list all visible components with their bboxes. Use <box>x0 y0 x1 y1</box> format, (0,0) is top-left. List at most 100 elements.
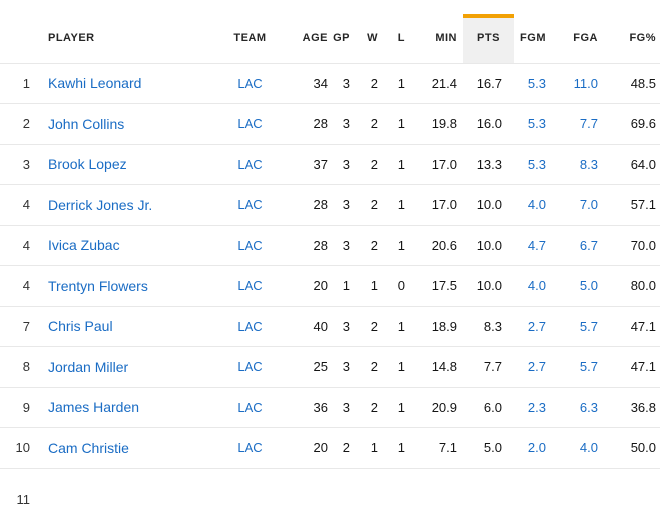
gp-cell: 3 <box>332 346 356 388</box>
table-row: 2 John Collins LAC 28 3 2 1 19.8 16.0 5.… <box>0 103 660 145</box>
rank-cell: 3 <box>0 144 40 185</box>
team-link[interactable] <box>226 468 274 509</box>
fgpct-cell: 47.1 <box>604 306 660 347</box>
fgpct-cell: 70.0 <box>604 225 660 266</box>
team-link[interactable]: LAC <box>226 225 274 266</box>
rank-cell: 4 <box>0 225 40 266</box>
fga-cell: 8.3 <box>552 144 604 185</box>
fga-cell: 5.7 <box>552 346 604 388</box>
gp-cell: 2 <box>332 427 356 469</box>
player-link[interactable]: Cam Christie <box>40 427 226 469</box>
age-cell: 28 <box>274 184 332 226</box>
table-body: 1 Kawhi Leonard LAC 34 3 2 1 21.4 16.7 5… <box>0 63 660 509</box>
table-row: 4 Derrick Jones Jr. LAC 28 3 2 1 17.0 10… <box>0 184 660 226</box>
player-link[interactable]: Kawhi Leonard <box>40 63 226 104</box>
l-cell: 1 <box>384 427 411 469</box>
rank-cell: 9 <box>0 387 40 428</box>
fgm-cell <box>514 468 552 509</box>
w-cell: 2 <box>356 184 384 226</box>
fga-cell: 5.0 <box>552 265 604 307</box>
l-cell: 1 <box>384 225 411 266</box>
pts-column-header-sorted[interactable]: PTS <box>463 14 514 64</box>
player-link[interactable]: Chris Paul <box>40 306 226 347</box>
fgm-column-header[interactable]: FGM <box>514 14 552 64</box>
team-link[interactable]: LAC <box>226 103 274 145</box>
min-cell <box>411 468 463 509</box>
team-link[interactable]: LAC <box>226 63 274 104</box>
age-cell: 20 <box>274 427 332 469</box>
fga-cell <box>552 468 604 509</box>
player-link[interactable]: John Collins <box>40 103 226 145</box>
w-cell: 2 <box>356 63 384 104</box>
team-link[interactable]: LAC <box>226 184 274 226</box>
fgpct-cell: 80.0 <box>604 265 660 307</box>
team-link[interactable]: LAC <box>226 387 274 428</box>
gp-column-header[interactable]: GP <box>332 14 356 64</box>
player-link[interactable]: Ivica Zubac <box>40 225 226 266</box>
age-cell: 28 <box>274 225 332 266</box>
table-row: 1 Kawhi Leonard LAC 34 3 2 1 21.4 16.7 5… <box>0 63 660 104</box>
table-row: 10 Cam Christie LAC 20 2 1 1 7.1 5.0 2.0… <box>0 427 660 469</box>
w-cell: 2 <box>356 346 384 388</box>
w-cell: 2 <box>356 225 384 266</box>
age-cell: 25 <box>274 346 332 388</box>
team-link[interactable]: LAC <box>226 144 274 185</box>
l-column-header[interactable]: L <box>384 14 411 64</box>
rank-cell: 2 <box>0 103 40 145</box>
fga-cell: 6.3 <box>552 387 604 428</box>
fgm-cell: 5.3 <box>514 103 552 145</box>
player-link[interactable]: Jordan Miller <box>40 346 226 388</box>
gp-cell: 3 <box>332 63 356 104</box>
table-row: 9 James Harden LAC 36 3 2 1 20.9 6.0 2.3… <box>0 387 660 428</box>
fgm-cell: 4.0 <box>514 265 552 307</box>
pts-cell: 5.0 <box>463 427 514 469</box>
player-stats-table: PLAYER TEAM AGE GP W L MIN PTS FGM FGA F… <box>0 14 660 509</box>
age-cell: 40 <box>274 306 332 347</box>
fgm-cell: 5.3 <box>514 144 552 185</box>
fga-cell: 7.7 <box>552 103 604 145</box>
age-cell: 36 <box>274 387 332 428</box>
pts-cell <box>463 468 514 509</box>
fgpct-column-header[interactable]: FG% <box>604 14 660 64</box>
l-cell: 1 <box>384 387 411 428</box>
player-column-header[interactable]: PLAYER <box>40 14 226 64</box>
w-column-header[interactable]: W <box>356 14 384 64</box>
w-cell: 2 <box>356 144 384 185</box>
player-link[interactable]: Trentyn Flowers <box>40 265 226 307</box>
l-cell: 1 <box>384 63 411 104</box>
pts-cell: 13.3 <box>463 144 514 185</box>
age-cell: 37 <box>274 144 332 185</box>
player-link[interactable]: James Harden <box>40 387 226 428</box>
table-row: 11 <box>0 468 660 509</box>
fgm-cell: 2.0 <box>514 427 552 469</box>
team-link[interactable]: LAC <box>226 427 274 469</box>
age-column-header[interactable]: AGE <box>274 14 332 64</box>
pts-cell: 8.3 <box>463 306 514 347</box>
rank-cell: 1 <box>0 63 40 104</box>
age-cell: 20 <box>274 265 332 307</box>
table-row: 7 Chris Paul LAC 40 3 2 1 18.9 8.3 2.7 5… <box>0 306 660 347</box>
team-column-header[interactable]: TEAM <box>226 14 274 64</box>
fgpct-cell: 48.5 <box>604 63 660 104</box>
gp-cell: 3 <box>332 387 356 428</box>
min-cell: 20.6 <box>411 225 463 266</box>
fgpct-cell: 47.1 <box>604 346 660 388</box>
table-row: 3 Brook Lopez LAC 37 3 2 1 17.0 13.3 5.3… <box>0 144 660 185</box>
fgm-cell: 2.7 <box>514 306 552 347</box>
player-link[interactable]: Brook Lopez <box>40 144 226 185</box>
pts-cell: 16.7 <box>463 63 514 104</box>
player-link[interactable] <box>40 468 226 509</box>
fgm-cell: 5.3 <box>514 63 552 104</box>
fgm-cell: 2.7 <box>514 346 552 388</box>
min-column-header[interactable]: MIN <box>411 14 463 64</box>
rank-cell: 7 <box>0 306 40 347</box>
fga-column-header[interactable]: FGA <box>552 14 604 64</box>
gp-cell: 3 <box>332 184 356 226</box>
min-cell: 18.9 <box>411 306 463 347</box>
team-link[interactable]: LAC <box>226 265 274 307</box>
table-row: 4 Ivica Zubac LAC 28 3 2 1 20.6 10.0 4.7… <box>0 225 660 266</box>
team-link[interactable]: LAC <box>226 306 274 347</box>
fga-cell: 7.0 <box>552 184 604 226</box>
team-link[interactable]: LAC <box>226 346 274 388</box>
player-link[interactable]: Derrick Jones Jr. <box>40 184 226 226</box>
